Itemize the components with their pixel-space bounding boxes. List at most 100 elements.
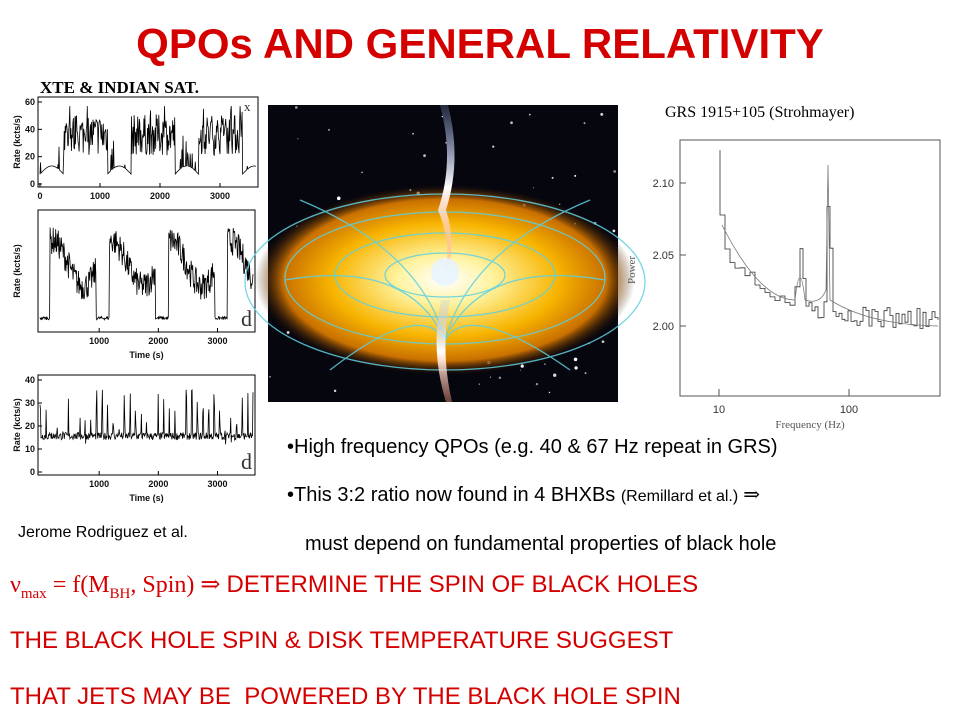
panel-letter: x xyxy=(244,99,251,114)
star xyxy=(478,383,481,385)
star xyxy=(548,391,551,394)
nu: ν xyxy=(10,572,21,598)
x-tick-label: 3000 xyxy=(207,479,227,489)
x-tick-label: 2000 xyxy=(148,479,168,489)
star xyxy=(333,389,337,393)
plot-frame xyxy=(679,139,941,397)
power-spectrum-fit xyxy=(721,164,939,327)
star xyxy=(519,369,522,371)
bullet-text: •This 3:2 ratio now found in 4 BHXBs xyxy=(287,484,621,506)
star xyxy=(544,363,546,365)
star xyxy=(553,373,557,377)
x-axis-label: Time (s) xyxy=(129,493,163,503)
y-tick-label: 10 xyxy=(25,444,35,454)
star xyxy=(551,176,554,179)
bullet: •This 3:2 ratio now found in 4 BHXBs (Re… xyxy=(287,484,760,506)
star xyxy=(574,366,578,370)
power-spectrum: 2.10 2.05 2.00 10 100 Frequency (Hz) Power xyxy=(626,139,941,431)
x-tick-label: 2000 xyxy=(150,191,170,201)
bullet-reference: (Remillard et al.) xyxy=(621,488,738,505)
plot-frame xyxy=(37,209,256,333)
star xyxy=(269,375,271,378)
panel-letter: d xyxy=(241,306,252,331)
x-tick-label: 1000 xyxy=(89,336,109,346)
y-tick-label: 20 xyxy=(25,421,35,431)
conclusion: THE BLACK HOLE SPIN & DISK TEMPERATURE S… xyxy=(10,627,674,654)
star xyxy=(297,138,299,140)
y-axis-label: Rate (kcts/s) xyxy=(12,398,22,452)
star xyxy=(528,113,531,116)
light-curve xyxy=(39,106,257,176)
black-hole-illustration xyxy=(244,105,646,402)
x-axis-label: Frequency (Hz) xyxy=(775,419,845,431)
claim: DETERMINE THE SPIN OF BLACK HOLES xyxy=(227,571,699,598)
y-tick-label: 40 xyxy=(25,124,35,134)
y-tick-label: 2.05 xyxy=(653,250,674,262)
star xyxy=(412,132,414,135)
panel-letter: d xyxy=(241,449,252,474)
x-tick-label: 2000 xyxy=(148,336,168,346)
y-tick-label: 40 xyxy=(25,375,35,385)
star xyxy=(361,171,363,174)
y-tick-label: 20 xyxy=(25,152,35,162)
star xyxy=(584,372,587,375)
star xyxy=(600,112,604,116)
bullet: •High frequency QPOs (e.g. 40 & 67 Hz re… xyxy=(287,436,778,458)
star xyxy=(535,382,539,386)
formula: = f(M xyxy=(47,572,110,598)
formula: , Spin) ⇒ xyxy=(130,572,226,598)
y-tick-label: 2.00 xyxy=(653,321,674,333)
x-tick-label: 100 xyxy=(840,404,858,416)
x-tick-label: 3000 xyxy=(207,336,227,346)
star xyxy=(492,145,495,148)
star xyxy=(336,196,341,201)
star xyxy=(510,121,513,125)
x-tick-label: 1000 xyxy=(89,479,109,489)
black-hole-glow xyxy=(431,258,459,286)
light-curves: x Rate (kcts/s) 0 20 40 60 0 1000 2000 3000 d Rate … xyxy=(12,96,259,503)
power-spectrum-curve xyxy=(719,150,939,329)
star xyxy=(574,174,577,177)
star xyxy=(612,229,616,233)
star xyxy=(423,154,426,158)
y-tick-label: 0 xyxy=(30,179,35,189)
light-curve xyxy=(39,389,254,445)
y-axis-label: Rate (kcts/s) xyxy=(12,244,22,298)
star xyxy=(328,129,330,131)
star xyxy=(295,106,298,109)
star xyxy=(573,357,578,362)
light-curve-caption: XTE & INDIAN SAT. xyxy=(40,78,199,97)
x-tick-label: 3000 xyxy=(210,191,230,201)
star xyxy=(613,170,617,173)
jet-lower xyxy=(436,300,452,402)
star xyxy=(489,376,491,378)
y-tick-label: 0 xyxy=(30,467,35,477)
y-axis-label: Rate (kcts/s) xyxy=(12,115,22,169)
star xyxy=(445,142,447,144)
star xyxy=(532,187,534,189)
bullet-arrow: ⇒ xyxy=(738,484,760,506)
star xyxy=(498,376,502,380)
bullet-continuation: must depend on fundamental properties of… xyxy=(305,533,776,555)
conclusion: THAT JETS MAY BE POWERED BY THE BLACK HO… xyxy=(10,683,681,710)
jet-upper xyxy=(438,105,455,270)
x-tick-label: 10 xyxy=(713,404,725,416)
subscript: BH xyxy=(110,586,131,602)
y-tick-label: 60 xyxy=(25,97,35,107)
star xyxy=(601,340,605,344)
subscript: max xyxy=(21,586,47,602)
light-curve xyxy=(39,227,254,321)
x-axis-label: Time (s) xyxy=(129,350,163,360)
y-axis-label: Power xyxy=(626,256,638,284)
x-tick-label: 1000 xyxy=(90,191,110,201)
star xyxy=(583,122,586,125)
slide-title: QPOs AND GENERAL RELATIVITY xyxy=(136,20,824,67)
conclusion: νmax = f(MBH, Spin) ⇒ DETERMINE THE SPIN… xyxy=(10,571,698,602)
y-tick-label: 30 xyxy=(25,398,35,408)
power-spectrum-caption: GRS 1915+105 (Strohmayer) xyxy=(665,104,854,121)
y-tick-label: 2.10 xyxy=(653,178,674,190)
star xyxy=(441,115,444,118)
x-tick-label: 0 xyxy=(37,191,42,201)
